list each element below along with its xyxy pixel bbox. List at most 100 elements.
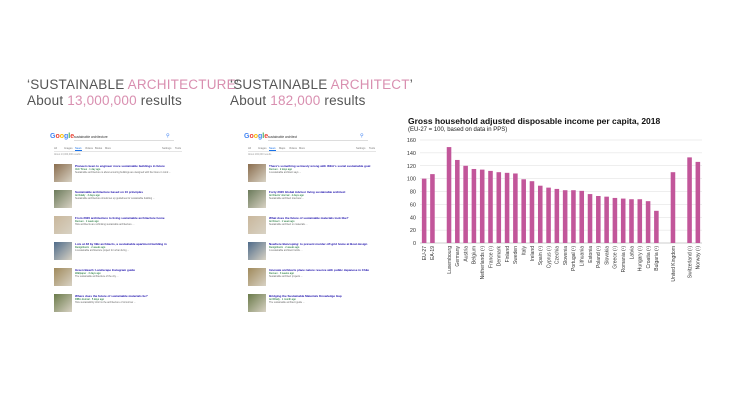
bar: [546, 187, 551, 243]
x-tick-label: Germany: [455, 246, 461, 267]
result-title[interactable]: Bridging the Sustainable Materials Knowl…: [269, 294, 342, 298]
bar: [521, 179, 526, 243]
search-tabs: All Images News Videos Books More Settings Tool…: [54, 147, 182, 152]
result-thumbnail[interactable]: [248, 164, 266, 182]
x-tick-label: Italy: [521, 246, 527, 256]
result-title[interactable]: There's something seriously wrong with I…: [269, 164, 371, 168]
result-title[interactable]: Green Beach: Landscape Instagram guide: [75, 268, 136, 272]
x-tick-label: Estonia: [588, 246, 594, 263]
search-tabs: All Images News Maps Videos More Settings Tools: [248, 147, 376, 152]
bar: [612, 197, 618, 243]
result-title[interactable]: Nowhere Buncoping: to prevent murder off…: [269, 242, 368, 246]
bar: [479, 169, 485, 243]
x-tick-label: Cyprus (¹): [546, 246, 552, 269]
result-thumbnail[interactable]: [54, 190, 72, 208]
result-title[interactable]: Where does the future of sustainable mat…: [75, 294, 148, 298]
bar: [596, 196, 601, 243]
results-line: About 182,000 results: [230, 93, 366, 108]
result-title[interactable]: Forty 2020 Global Advisor living sustain…: [269, 190, 346, 194]
bar: [471, 168, 477, 243]
result-thumbnail[interactable]: [54, 164, 72, 182]
tab-images[interactable]: Images: [258, 147, 267, 150]
search-result[interactable]: Lots at 48 by 0Bx architects, a sustaina…: [54, 242, 182, 266]
x-tick-label: Switzerland (¹): [687, 246, 693, 279]
result-thumbnail[interactable]: [248, 216, 266, 234]
result-snippet: Sustainable architecture should set up g…: [75, 197, 155, 200]
tab-settings[interactable]: Settings: [162, 147, 172, 150]
result-title[interactable]: What does the future of sustainable mate…: [269, 216, 349, 220]
search-input[interactable]: sustainable architect: [268, 134, 368, 141]
result-title[interactable]: Sustainable architecture based on 10 pri…: [75, 190, 144, 194]
bar: [455, 159, 460, 243]
result-thumbnail[interactable]: [54, 294, 72, 312]
tab-news[interactable]: News: [269, 147, 276, 151]
tab-news[interactable]: News: [75, 147, 82, 151]
search-result[interactable]: Sustainable architecture based on 10 pri…: [54, 190, 182, 214]
result-thumbnail[interactable]: [248, 190, 266, 208]
bar: [488, 170, 493, 243]
tab-tools[interactable]: Tools: [175, 147, 182, 150]
result-title[interactable]: From 2020 architecture to living sustain…: [75, 216, 165, 220]
search-result[interactable]: Nowhere Buncoping: to prevent murder off…: [248, 242, 376, 266]
tab-settings[interactable]: Settings: [356, 147, 366, 150]
result-title[interactable]: Innovate architects place nature reserve…: [269, 268, 370, 272]
x-tick-label: Latvia: [629, 246, 635, 260]
result-source: Dezeen · 1 week ago: [75, 220, 99, 223]
bar: [421, 178, 427, 243]
search-result[interactable]: From 2020 architecture to living sustain…: [54, 216, 182, 240]
y-tick-label: 100: [407, 177, 416, 183]
search-result[interactable]: Pioneers keen to engineer more sustainab…: [54, 164, 182, 188]
search-icon[interactable]: ⚲: [166, 133, 170, 139]
result-snippet: A sustainable architect builds ...: [269, 249, 303, 252]
google-logo[interactable]: Google: [244, 133, 269, 140]
result-source: RIBA Journal · 5 days ago: [75, 298, 105, 301]
bar: [430, 174, 435, 243]
tab-books[interactable]: Books: [95, 147, 103, 150]
bar: [670, 172, 676, 243]
tab-images[interactable]: Images: [64, 147, 73, 150]
chart-title: Gross household adjusted disposable inco…: [408, 116, 661, 126]
tab-all[interactable]: All: [54, 147, 57, 150]
tab-more[interactable]: More: [299, 147, 305, 150]
query-line: ‘SUSTAINABLE ARCHITECTURE’: [27, 77, 239, 92]
search-result[interactable]: Green Beach: Landscape Instagram guide Wa…: [54, 268, 182, 292]
search-icon[interactable]: ⚲: [360, 133, 364, 139]
search-input[interactable]: sustainable architecture: [74, 134, 174, 141]
bar: [645, 201, 651, 243]
tab-tools[interactable]: Tools: [369, 147, 376, 150]
result-thumbnail[interactable]: [54, 242, 72, 260]
search-result[interactable]: Innovate architects place nature reserve…: [248, 268, 376, 292]
search-result[interactable]: There's something seriously wrong with I…: [248, 164, 376, 188]
y-tick-label: 80: [410, 190, 416, 196]
tab-maps[interactable]: Maps: [279, 147, 286, 150]
bar: [562, 190, 568, 243]
bar: [496, 172, 502, 243]
google-logo[interactable]: Google: [50, 133, 75, 140]
result-thumbnail[interactable]: [248, 268, 266, 286]
bar: [620, 198, 626, 243]
result-title[interactable]: Pioneers keen to engineer more sustainab…: [75, 164, 165, 168]
tab-all[interactable]: All: [248, 147, 251, 150]
tab-videos[interactable]: Videos: [85, 147, 93, 150]
result-thumbnail[interactable]: [54, 268, 72, 286]
result-source: Designboom · 2 weeks ago: [75, 246, 106, 249]
result-snippet: A sustainable architect says ...: [269, 171, 302, 174]
result-thumbnail[interactable]: [248, 294, 266, 312]
result-thumbnail[interactable]: [54, 216, 72, 234]
x-tick-label: Bulgaria (¹): [654, 246, 660, 271]
bar: [554, 188, 560, 243]
result-title[interactable]: Lots at 48 by 0Bx architects, a sustaina…: [75, 242, 167, 246]
search-result[interactable]: Forty 2020 Global Advisor living sustain…: [248, 190, 376, 214]
search-result[interactable]: Where does the future of sustainable mat…: [54, 294, 182, 318]
serp-right: Google sustainable architect ⚲ All Images…: [244, 132, 379, 332]
search-result[interactable]: What does the future of sustainable mate…: [248, 216, 376, 240]
result-snippet: A sustainable architecture project for u…: [75, 249, 130, 252]
tab-videos[interactable]: Videos: [289, 147, 297, 150]
result-thumbnail[interactable]: [248, 242, 266, 260]
tab-more[interactable]: More: [105, 147, 111, 150]
result-source: Wallpaper · 3 days ago: [75, 272, 101, 275]
bar: [529, 181, 535, 243]
search-result[interactable]: Bridging the Sustainable Materials Knowl…: [248, 294, 376, 318]
bar: [463, 165, 468, 243]
bar: [587, 194, 593, 243]
